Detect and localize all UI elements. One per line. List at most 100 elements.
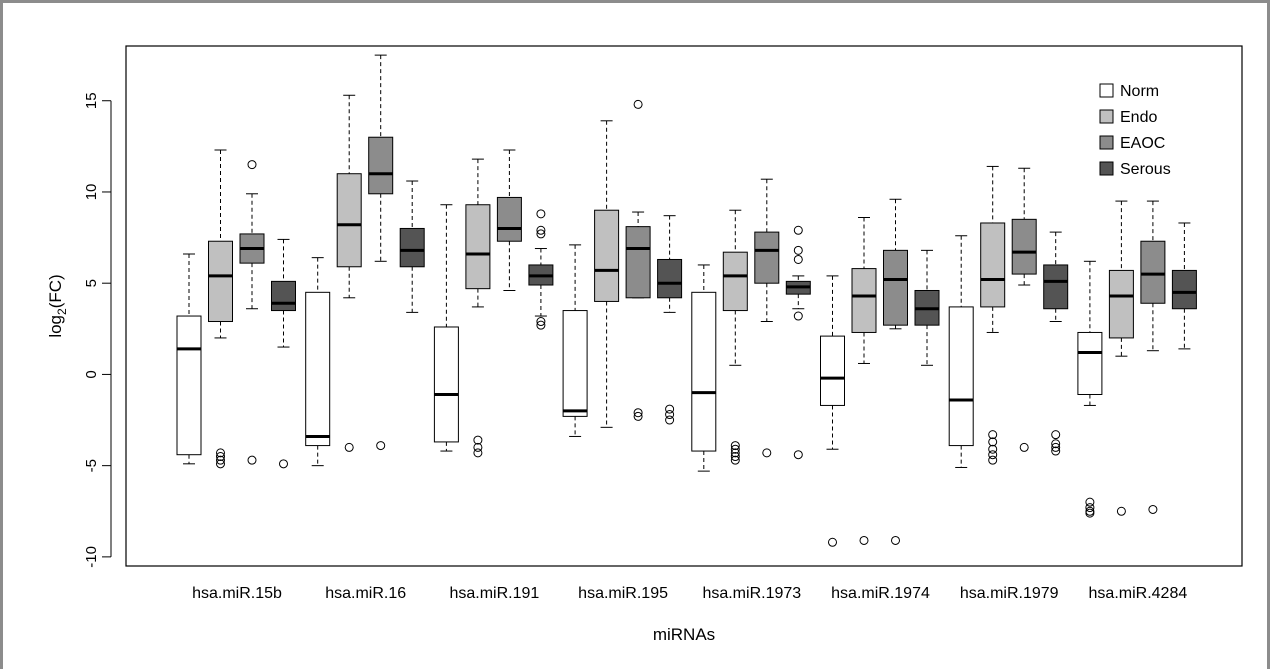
- box-body: [948, 306, 974, 447]
- box-endo: [1108, 200, 1134, 516]
- outlier-point: [1019, 442, 1029, 452]
- box-body: [594, 209, 620, 302]
- outlier-point: [536, 320, 546, 330]
- x-category-label: hsa.miR.1973: [702, 585, 801, 602]
- outlier-point: [376, 441, 386, 451]
- box-body: [336, 173, 362, 268]
- box-body: [722, 251, 748, 312]
- box-body: [271, 280, 296, 312]
- box-body: [433, 326, 459, 443]
- outlier-point: [828, 537, 837, 547]
- outlier-point: [247, 160, 257, 170]
- x-axis: hsa.miR.15b hsa.miR.16 hsa.miR.191 hsa.miR.…: [192, 585, 1187, 602]
- outlier-point: [891, 535, 900, 545]
- legend-swatch-norm: [1099, 83, 1114, 98]
- outlier-point: [1051, 439, 1061, 449]
- box-endo: [851, 217, 877, 545]
- outlier-point: [633, 408, 643, 418]
- y-tick-label: -5: [83, 459, 100, 472]
- x-category-label: hsa.miR.191: [449, 585, 539, 602]
- box-body: [1077, 331, 1103, 395]
- legend-label-norm: Norm: [1120, 83, 1159, 100]
- box-norm: [305, 257, 331, 467]
- outlier-point: [730, 448, 740, 458]
- outlier-point: [665, 404, 675, 414]
- box-serous: [399, 180, 425, 313]
- y-tick-label: -10: [83, 546, 100, 568]
- outlier-point: [279, 459, 288, 469]
- outlier-point: [988, 455, 998, 465]
- y-tick-label: 10: [83, 184, 100, 201]
- outlier-point: [536, 225, 546, 235]
- outlier-point: [473, 448, 483, 458]
- y-axis-title-tail: (FC): [46, 274, 65, 308]
- box-eaoc: [239, 160, 265, 465]
- outlier-point: [216, 448, 225, 458]
- outlier-point: [247, 455, 257, 465]
- outlier-point: [730, 441, 740, 451]
- box-body: [1043, 264, 1069, 310]
- box-body: [625, 226, 651, 299]
- box-body: [496, 196, 522, 242]
- box-eaoc: [496, 149, 522, 291]
- outlier-point: [1148, 504, 1158, 514]
- outlier-point: [730, 455, 740, 465]
- box-norm: [176, 253, 202, 465]
- box-endo: [722, 209, 748, 465]
- box-body: [305, 291, 331, 447]
- box-body: [368, 136, 394, 195]
- outlier-point: [216, 455, 225, 465]
- box-body: [465, 204, 491, 290]
- box-norm: [1077, 260, 1103, 518]
- outlier-point: [988, 450, 998, 460]
- legend-label-endo: Endo: [1120, 109, 1157, 126]
- box-series: [176, 54, 1197, 547]
- box-body: [691, 291, 717, 452]
- outlier-point: [1116, 506, 1126, 516]
- outlier-point: [633, 99, 643, 109]
- y-tick-label: 5: [83, 279, 100, 287]
- legend-swatch-serous: [1099, 161, 1114, 176]
- outlier-point: [665, 415, 675, 425]
- box-norm: [433, 204, 459, 452]
- box-endo: [980, 165, 1006, 465]
- legend-swatch-eaoc: [1099, 135, 1114, 150]
- box-body: [1108, 269, 1134, 339]
- box-endo: [594, 120, 620, 428]
- y-axis-title: log2(FC): [46, 274, 69, 337]
- outlier-point: [1051, 430, 1061, 440]
- outlier-point: [536, 209, 546, 219]
- box-body: [1171, 269, 1197, 310]
- box-body: [1011, 218, 1037, 275]
- y-axis: -10 -5 0 5 10 15: [83, 92, 112, 568]
- legend-swatch-endo: [1099, 109, 1114, 124]
- outlier-point: [473, 435, 483, 445]
- outlier-point: [665, 410, 675, 420]
- box-endo: [208, 149, 233, 469]
- box-serous: [785, 225, 811, 460]
- outlier-point: [1051, 442, 1061, 452]
- box-body: [399, 227, 425, 268]
- outlier-point: [536, 229, 546, 239]
- y-axis-title-subscript: 2: [55, 308, 69, 315]
- box-body: [851, 268, 877, 333]
- outlier-point: [793, 245, 803, 255]
- outlier-point: [988, 444, 998, 454]
- box-body: [883, 249, 908, 326]
- box-endo: [465, 158, 491, 458]
- outlier-point: [793, 311, 803, 321]
- outlier-point: [762, 448, 772, 458]
- legend: Norm Endo EAOC Serous: [1099, 83, 1171, 178]
- box-body: [754, 231, 780, 284]
- outlier-point: [793, 254, 803, 264]
- outlier-point: [730, 444, 740, 454]
- outlier-point: [988, 430, 998, 440]
- box-body: [208, 240, 233, 323]
- box-norm: [562, 244, 588, 437]
- x-axis-title: miRNAs: [653, 625, 715, 644]
- box-norm: [820, 275, 845, 547]
- x-category-label: hsa.miR.1979: [960, 585, 1059, 602]
- box-body: [562, 310, 588, 417]
